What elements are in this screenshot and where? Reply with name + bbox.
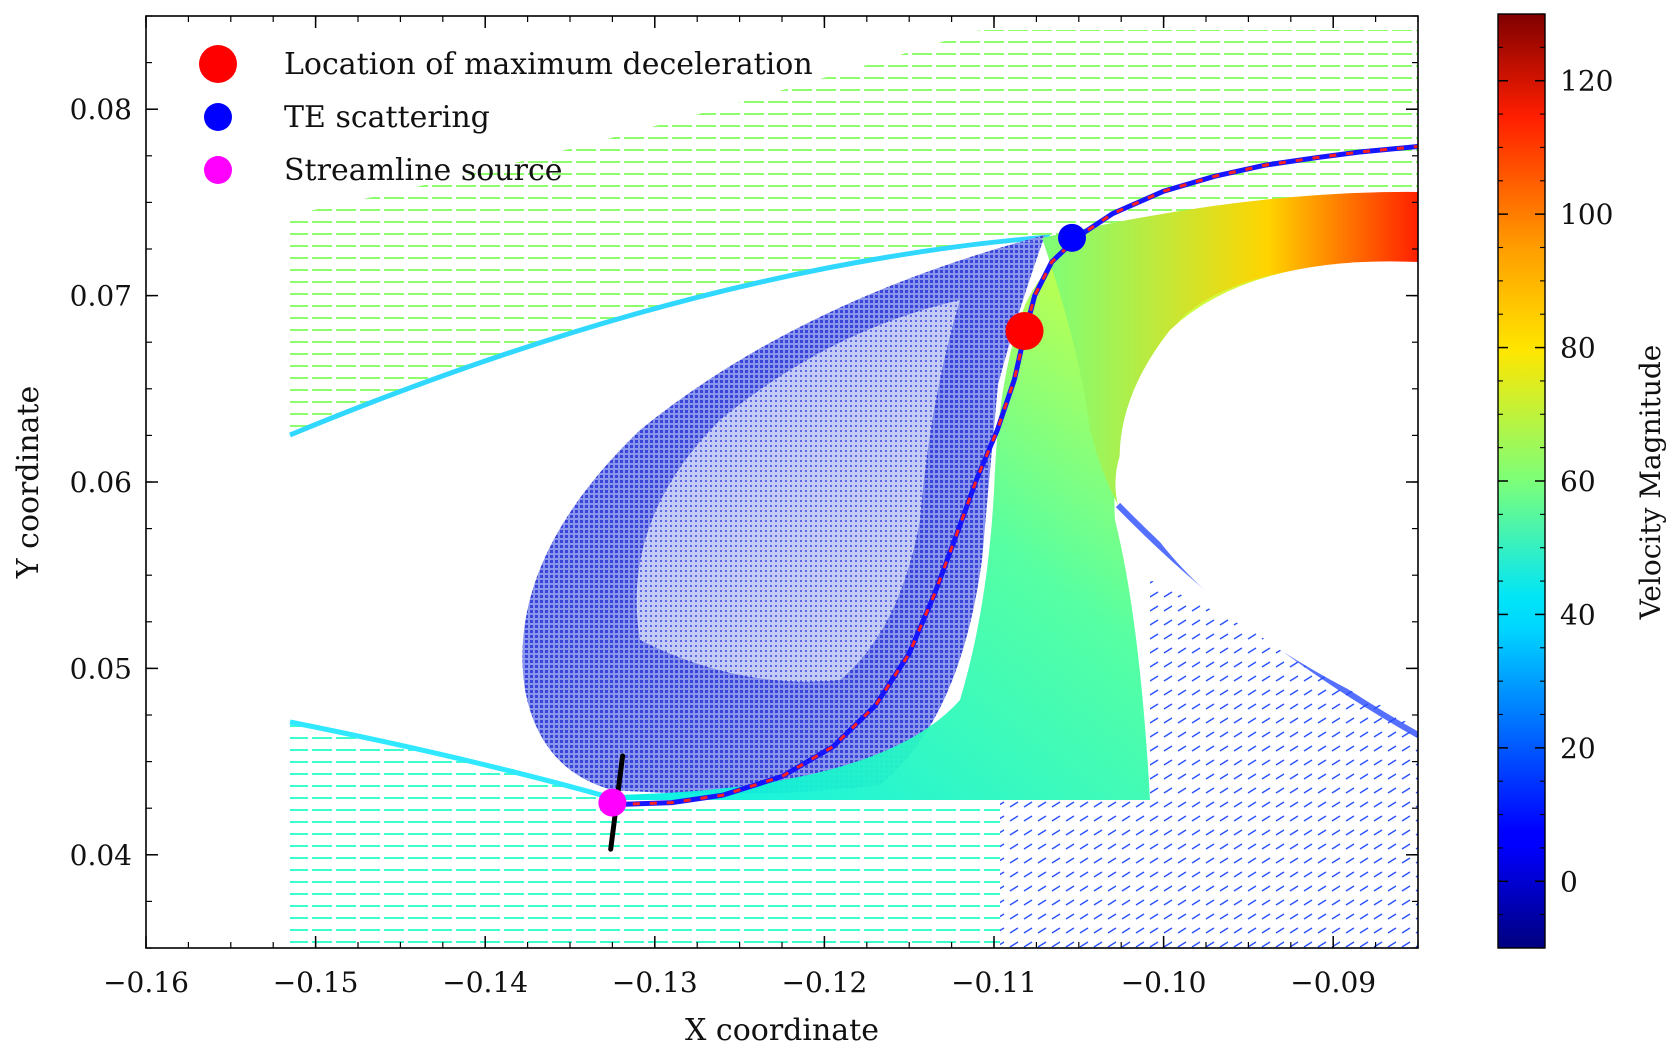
y-axis-label: Y coordinate [11,386,46,579]
highlight-points [598,223,1087,817]
legend-label: Streamline source [284,153,563,188]
colorbar-tick-label: 60 [1560,465,1596,498]
legend-marker [204,156,232,184]
colorbar-tick-label: 40 [1560,598,1596,631]
colorbar-tick-label: 20 [1560,732,1596,765]
point-streamline-source [598,788,627,817]
x-axis-label: X coordinate [685,1013,879,1048]
upper-blade-edge [289,234,1051,438]
y-tick-label: 0.05 [70,652,132,685]
colorbar-label: Velocity Magnitude [1634,345,1667,621]
legend-label: TE scattering [284,100,490,135]
x-tick-label: −0.10 [1121,966,1207,999]
legend: Location of maximum deceleration TE scatt… [199,45,813,188]
streamline-layer [598,144,1418,852]
x-tick-label: −0.11 [951,966,1037,999]
colorbar-tick-label: 80 [1560,332,1596,365]
lower-blade-flow [290,722,1000,948]
y-tick-label: 0.04 [70,839,132,872]
x-tick-label: −0.16 [103,966,189,999]
legend-label: Location of maximum deceleration [284,47,813,82]
high-speed-crescent [1042,191,1418,506]
colorbar-tick-label: 100 [1560,198,1613,231]
bubble-core [636,300,960,682]
x-axis-ticks: −0.16 −0.15 −0.14 −0.13 −0.12 −0.11 −0.10 −0.09 [103,16,1419,999]
y-tick-label: 0.07 [70,280,132,313]
legend-marker [199,45,237,83]
lower-blade-edge [289,719,613,801]
x-tick-label: −0.14 [442,966,528,999]
x-tick-label: −0.12 [781,966,867,999]
x-tick-label: −0.15 [273,966,359,999]
colorbar-tick-label: 0 [1560,865,1578,898]
blade-body [1119,261,1418,720]
legend-marker [204,103,232,131]
jet-region [612,192,1418,800]
y-tick-label: 0.06 [70,466,132,499]
quiver-field [289,30,1418,948]
y-tick-label: 0.08 [70,93,132,126]
streamline-dashes [615,145,1418,806]
point-location-of-maximum-deceleration [1005,312,1044,351]
colorbar-ticks: 0 20 40 60 80 100 120 [1498,13,1613,949]
colorbar-tick-label: 120 [1560,65,1613,98]
x-tick-label: −0.09 [1290,966,1376,999]
x-tick-label: −0.13 [612,966,698,999]
y-axis-ticks: 0.04 0.05 0.06 0.07 0.08 [70,15,1418,949]
point-te-scattering [1058,223,1087,252]
